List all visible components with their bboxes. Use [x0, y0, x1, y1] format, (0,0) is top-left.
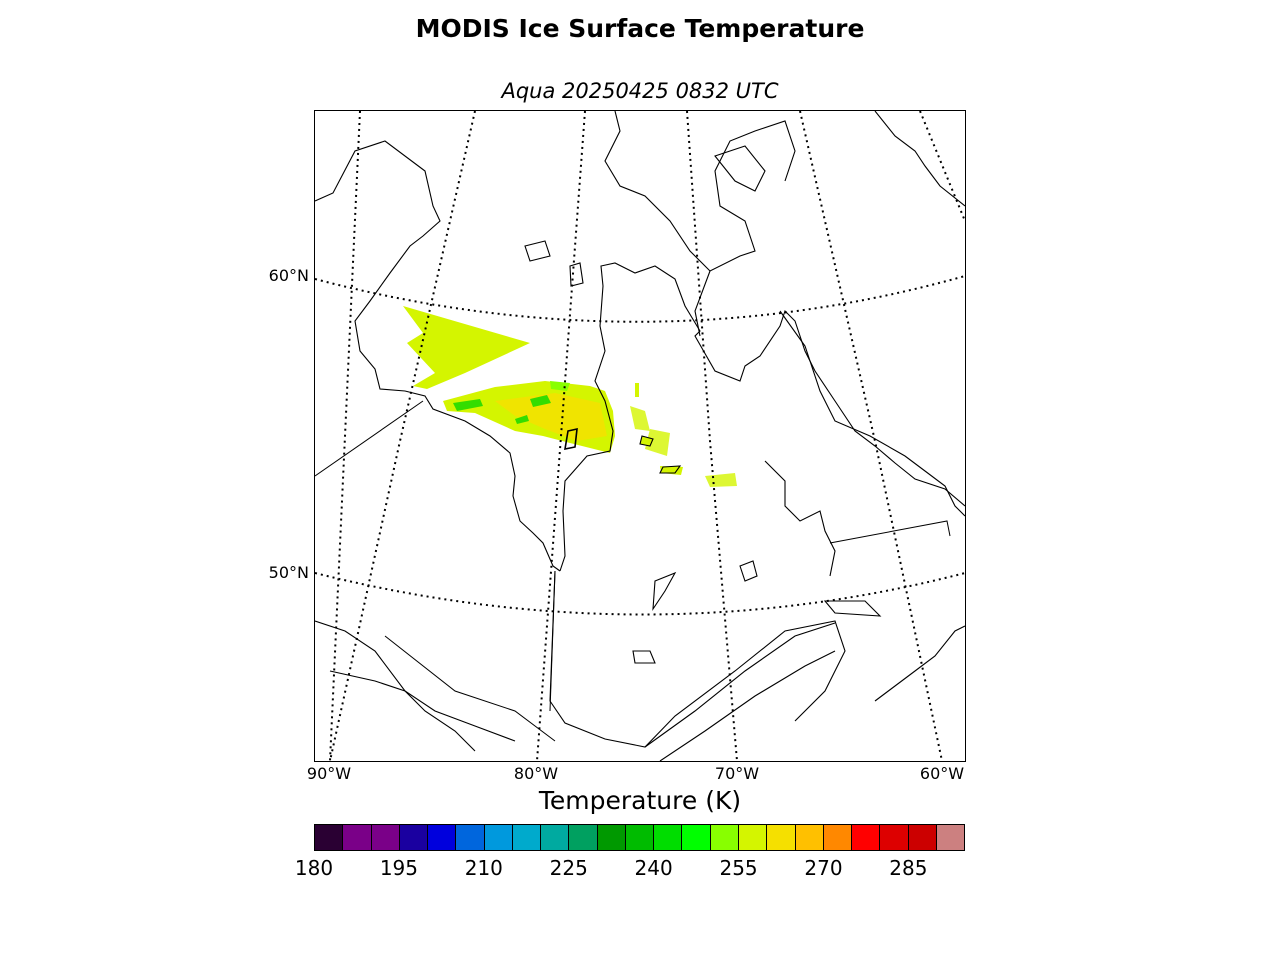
manicouagan: [739, 560, 758, 582]
coastlines: [315, 111, 965, 761]
colorbar-segment: [767, 825, 796, 850]
meridian-80w: [536, 111, 586, 761]
colorbar-segment: [399, 825, 429, 850]
quebec-ontario-border: [549, 570, 556, 712]
ontario-shore: [315, 620, 516, 742]
colorbar-segment: [456, 825, 485, 850]
colorbar-segment: [343, 825, 372, 850]
swath-green-b: [530, 395, 551, 407]
st-lawrence-south-shore: [659, 650, 836, 761]
colorbar-segment: [315, 825, 344, 850]
colorbar-segment: [625, 825, 655, 850]
gulf-st-lawrence-north: [764, 460, 836, 577]
colorbar-tick-label: 180: [294, 856, 334, 880]
ontario-manitoba-border: [315, 400, 424, 477]
james-bay-east: [559, 262, 965, 572]
swath-scatter-a: [630, 406, 650, 431]
northeast-islands: [714, 145, 766, 192]
colorbar-tick-label: 210: [464, 856, 503, 880]
swath-lime: [550, 381, 570, 391]
nunavik-lake-b: [659, 465, 682, 474]
colorbar-segment: [795, 825, 824, 850]
colorbar-segment: [738, 825, 768, 850]
lat-label-50n: 50°N: [268, 563, 309, 582]
nova-scotia: [874, 625, 965, 702]
colorbar-segment: [597, 825, 626, 850]
st-lawrence-north-shore: [644, 622, 836, 748]
swath-green-c: [515, 415, 529, 424]
swath-scatter-b: [645, 429, 670, 456]
colorbar-tick-label: 240: [634, 856, 673, 880]
southampton-island: [524, 240, 551, 262]
colorbar-label: Temperature (K): [538, 786, 742, 815]
colorbar-segment: [936, 825, 965, 850]
swath-scatter-c: [705, 473, 737, 487]
colorbar-tick-label: 255: [719, 856, 758, 880]
colorbar-segment: [880, 825, 909, 850]
colorbar-segment: [569, 825, 598, 850]
colorbar-segment: [823, 825, 853, 850]
colorbar-segment: [682, 825, 711, 850]
lake-st-jean: [632, 650, 656, 664]
lat-label-60n: 60°N: [268, 266, 309, 285]
coats-island: [569, 262, 584, 287]
canada-us-border: [384, 635, 556, 742]
lon-label-90w: 90°W: [306, 764, 352, 783]
swath-north: [403, 306, 530, 389]
lon-label-80w: 80°W: [513, 764, 559, 783]
great-lakes: [329, 670, 476, 752]
swath-green-a: [453, 399, 483, 411]
anticosti: [823, 600, 882, 617]
quebec-labrador-border: [829, 520, 951, 544]
colorbar: [314, 824, 965, 851]
quebec-south: [549, 570, 846, 748]
colorbar-segment: [484, 825, 513, 850]
graticule: [315, 111, 965, 761]
colorbar-segment: [654, 825, 683, 850]
newfoundland: [874, 111, 965, 207]
map-panel[interactable]: [315, 111, 965, 761]
colorbar-tick-label: 195: [379, 856, 418, 880]
baffin-island: [604, 111, 796, 272]
figure-subtitle: Aqua 20250425 0832 UTC: [501, 79, 779, 103]
colorbar-segment: [852, 825, 881, 850]
map-svg: [315, 111, 965, 761]
hudson-bay-west-coast: [315, 140, 561, 572]
swath-warm: [495, 393, 607, 441]
parallel-50n: [315, 572, 965, 616]
lake-mistassini: [652, 571, 677, 612]
colorbar-segment: [541, 825, 570, 850]
colorbar-segment: [371, 825, 400, 850]
labrador-coast: [779, 310, 965, 517]
lon-label-70w: 70°W: [714, 764, 760, 783]
colorbar-tick-label: 225: [549, 856, 588, 880]
colorbar-tick-label: 270: [804, 856, 843, 880]
ungava-peninsula-north: [694, 270, 711, 337]
belcher-island: [564, 427, 578, 451]
colorbar-segment: [428, 825, 457, 850]
nunavik-lake-a: [639, 435, 654, 447]
meridian-70w: [686, 111, 738, 761]
colorbar-tick-label: 285: [889, 856, 928, 880]
figure-title: MODIS Ice Surface Temperature: [415, 14, 865, 43]
meridian-60w: [919, 111, 965, 222]
swath-scatter-e: [635, 383, 639, 397]
parallel-60n: [315, 275, 965, 323]
meridian-90w: [329, 111, 361, 761]
meridian-85w: [329, 111, 476, 761]
data-swath: [403, 306, 737, 487]
borders: [315, 400, 951, 742]
lon-label-60w: 60°W: [919, 764, 965, 783]
colorbar-segment: [710, 825, 739, 850]
colorbar-segment: [908, 825, 937, 850]
colorbar-segment: [512, 825, 542, 850]
